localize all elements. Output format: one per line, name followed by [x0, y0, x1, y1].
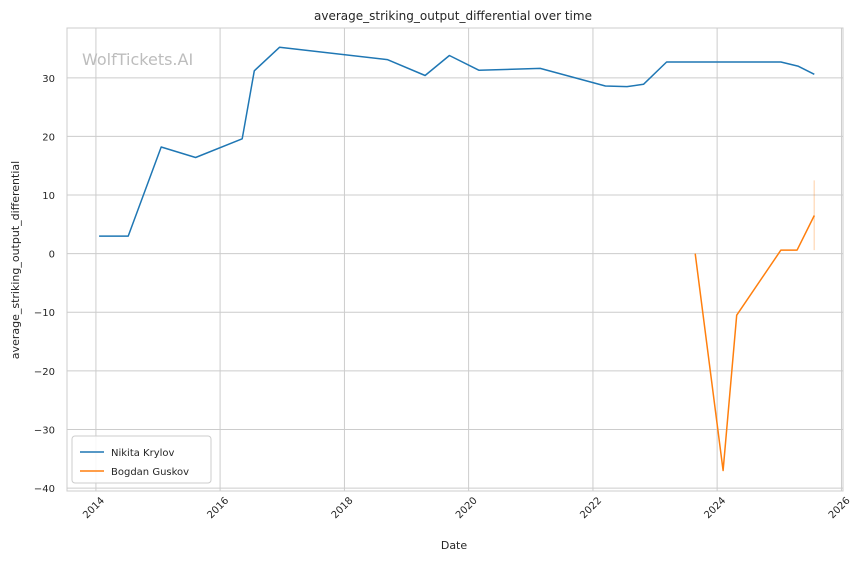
watermark-text: WolfTickets.AI — [82, 50, 193, 69]
y-tick-label: 20 — [42, 132, 55, 143]
series-line-0 — [99, 46, 815, 237]
y-axis-label: average_striking_output_differential — [9, 161, 22, 359]
series-line-1 — [694, 215, 815, 472]
y-tick-label: −30 — [34, 425, 55, 436]
y-tick-label: −40 — [34, 484, 55, 495]
y-tick-label: −20 — [34, 367, 55, 378]
series-lines — [99, 46, 815, 472]
legend-box — [71, 435, 212, 484]
legend: Nikita Krylov Bogdan Guskov — [71, 435, 212, 484]
y-tick-label: 0 — [49, 250, 55, 261]
y-tick-label: −10 — [34, 308, 55, 319]
y-axis-ticks: −40 −30 −20 −10 0 10 20 30 — [34, 74, 55, 495]
grid-lines — [67, 28, 843, 491]
chart-title: average_striking_output_differential ove… — [314, 9, 592, 23]
y-tick-label: 30 — [42, 74, 55, 85]
legend-label-series-1: Bogdan Guskov — [111, 467, 189, 478]
plot-frame — [66, 27, 844, 492]
y-tick-label: 10 — [42, 191, 55, 202]
legend-label-series-0: Nikita Krylov — [111, 448, 175, 459]
x-axis-label: Date — [441, 539, 468, 552]
